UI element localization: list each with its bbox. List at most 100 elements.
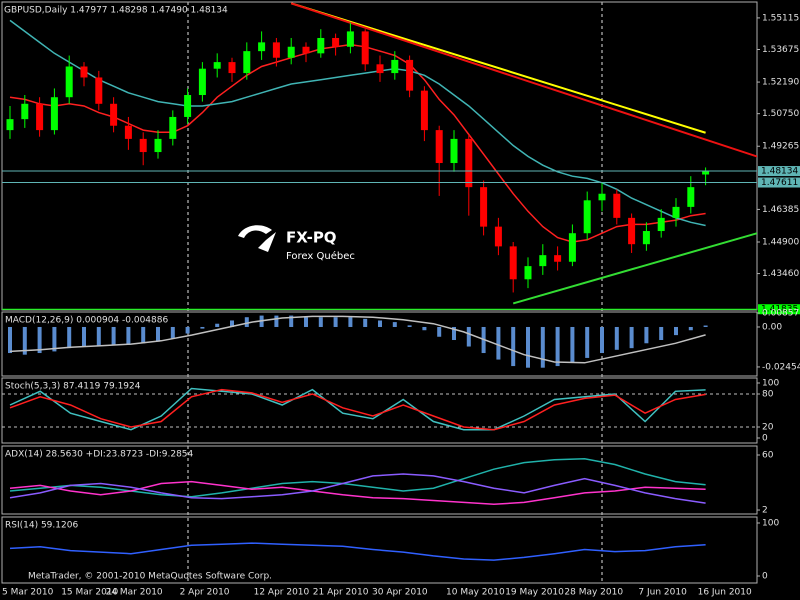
indicator-line [9,542,706,561]
y-tick-label: 1.43460 [762,269,799,279]
macd-bar [170,326,175,339]
y-tick-label: 0.00 [762,322,782,332]
candle-body [642,231,650,245]
moving-average [9,19,706,227]
macd-bar [96,326,101,347]
macd-bar [141,326,146,344]
candle-body [243,51,251,74]
macd-bar [37,326,42,354]
panel-title: RSI(14) 59.1206 [5,521,78,531]
y-tick-label: 1.50750 [762,109,799,119]
y-tick-label: 80 [762,390,774,400]
footer: MetaTrader, © 2001-2010 MetaQuotes Softw… [28,572,272,582]
price-level-label-bg [758,166,800,177]
macd-bar [126,326,131,345]
macd-bar [629,326,634,349]
panel-title: MACD(12,26,9) 0.000904 -0.004886 [5,316,168,326]
y-tick-label: 20 [762,422,774,432]
macd-bar [688,326,693,331]
x-tick-label: 19 May 2010 [505,588,564,598]
macd-bar [156,326,160,342]
macd-bar [318,317,323,327]
candle-body [598,193,606,201]
candle-body [110,103,118,126]
candle-body [450,138,458,164]
panel-frame [1,311,758,377]
candle-body [65,66,73,98]
macd-bar [289,315,294,327]
x-tick-label: 2 Apr 2010 [180,588,230,598]
price-level-label-bg [758,177,800,188]
macd-bar [555,326,560,367]
candle-body [672,206,680,218]
macd-bar [466,326,471,347]
candle-body [346,31,354,47]
macd-bar [392,322,397,327]
candle-body [287,46,295,58]
macd-bar [244,317,249,327]
macd-bar [304,317,308,327]
macd-bar [526,326,530,368]
y-tick-label: 60 [762,451,774,461]
price-level-label: 1.41835 [761,305,798,315]
indicator-line [9,387,706,431]
macd-bar [8,326,12,354]
macd-bar [82,326,86,347]
x-tick-label: 15 Mar 2010 [61,588,118,598]
candle-body [169,116,177,139]
candle-body [465,138,473,188]
chart-title: GBPUSD,Daily 1.47977 1.48298 1.47490 1.4… [4,6,228,16]
y-tick-label: 0 [762,572,768,582]
macd-bar [540,326,545,368]
macd-bar [422,326,427,331]
trend-line [512,232,757,305]
candle-body [184,95,192,117]
macd-bar [52,326,57,352]
candle-body [6,119,14,131]
logo-title: FX-PQ [286,229,337,247]
macd-bar [22,326,27,355]
panel-frame [1,377,758,444]
price-level-label: 1.47611 [761,178,798,188]
indicator-line [9,388,706,431]
price-level-label-bg [758,304,800,315]
y-tick-label: 1.53675 [762,45,799,55]
macd-bar [644,326,649,344]
x-tick-label: 21 Apr 2010 [313,588,369,598]
signal-line [9,315,706,364]
candle-body [332,37,340,47]
candle-body [554,255,562,262]
price-level-label: 1.48134 [761,167,798,177]
plot-area [6,2,757,305]
candle-body [480,187,488,227]
y-tick-label: 1.52190 [762,78,799,88]
x-tick-label: 16 Jun 2010 [698,588,752,598]
candle-body [568,233,576,262]
x-tick-label: 24 Mar 2010 [106,588,163,598]
macd-bar [230,320,234,327]
panel-title: Stoch(5,3,3) 87.4119 79.1924 [5,382,141,392]
macd-bar [378,320,382,327]
x-tick-label: 7 Jun 2010 [638,588,687,598]
x-tick-label: 10 May 2010 [446,588,505,598]
macd-bar [452,326,456,341]
macd-bar [585,326,590,358]
macd-bar [363,318,368,327]
candle-body [406,59,414,91]
macd-bar [600,326,604,354]
y-tick-label: 1.55115 [762,13,799,23]
macd-bar [659,326,664,341]
y-tick-label: 2 [762,506,768,516]
y-tick-label: 100 [762,518,779,528]
candle-body [509,246,517,280]
macd-bar [674,326,678,336]
candle-body [702,171,710,175]
macd-bar [496,326,501,360]
candle-body [80,66,88,78]
candle-body [539,255,547,267]
candle-body [376,64,384,74]
macd-bar [67,326,72,349]
logo-subtitle: Forex Québec [286,250,355,262]
candle-body [361,31,369,65]
macd-bar [703,325,708,327]
